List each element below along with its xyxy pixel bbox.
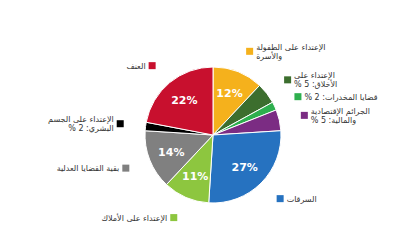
svg-text:الجرائم الإقتصاديةوالمالية: 5: الجرائم الإقتصاديةوالمالية: 5 % <box>311 107 370 125</box>
svg-text:14%: 14% <box>158 146 184 159</box>
svg-text:الإعتداء على الطفولةوالأسرة: الإعتداء على الطفولةوالأسرة <box>256 43 325 61</box>
svg-text:السرقات: السرقات <box>287 195 317 204</box>
svg-text:الإعتداء على الأملاك: الإعتداء على الأملاك <box>101 213 167 224</box>
svg-text:بقية القضايا العدلية: بقية القضايا العدلية <box>57 164 120 173</box>
svg-text:الإعتداء علىالأخلاق: 5 %: الإعتداء علىالأخلاق: 5 % <box>294 71 337 89</box>
svg-text:27%: 27% <box>232 161 258 174</box>
svg-text:العنف: العنف <box>126 62 145 71</box>
svg-text:11%: 11% <box>182 170 208 183</box>
svg-text:22%: 22% <box>171 94 197 107</box>
svg-text:قضايا المخدرات: 2 %: قضايا المخدرات: 2 % <box>304 93 377 102</box>
svg-text:الإعتداء على الجسمالبشري: 2 %: الإعتداء على الجسمالبشري: 2 % <box>48 115 114 133</box>
svg-text:12%: 12% <box>216 87 242 100</box>
